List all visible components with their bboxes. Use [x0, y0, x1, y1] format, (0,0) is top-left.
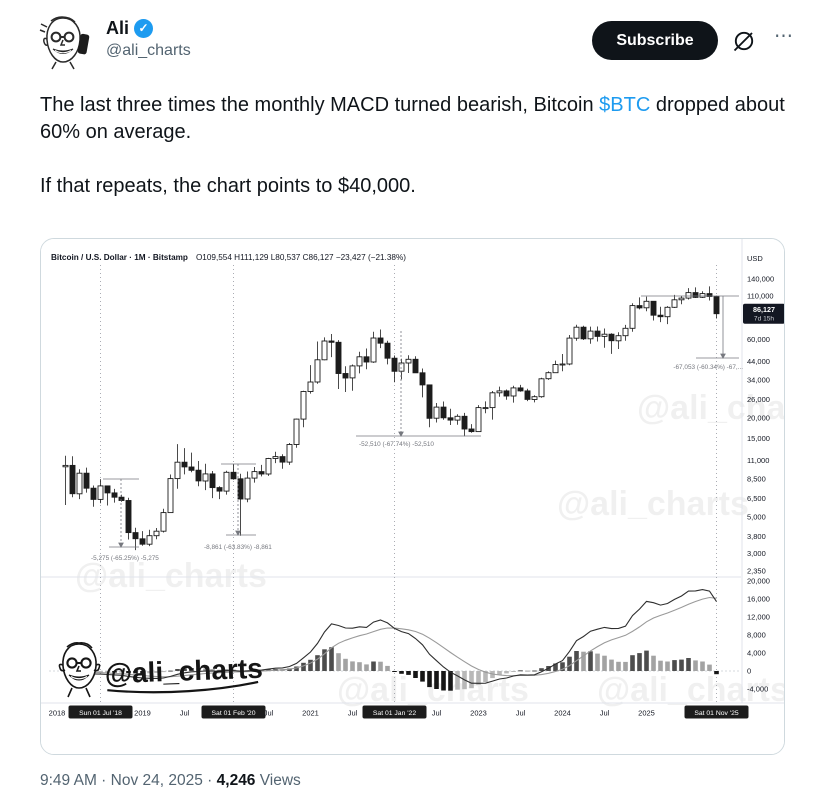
svg-text:2,350: 2,350 — [747, 567, 766, 576]
svg-text:12,000: 12,000 — [747, 613, 770, 622]
svg-text:-5,275 (-65.25%) -5,275: -5,275 (-65.25%) -5,275 — [91, 555, 159, 562]
svg-text:-67,053 (-60.34%) -67,...: -67,053 (-60.34%) -67,... — [673, 364, 743, 371]
subscribe-button[interactable]: Subscribe — [592, 21, 718, 60]
timestamp-row: 9:49 AM · Nov 24, 2025 · 4,246 Views — [40, 772, 301, 789]
svg-text:Sun 01 Jul '18: Sun 01 Jul '18 — [79, 710, 122, 717]
svg-text:8,500: 8,500 — [747, 475, 766, 484]
pane-separators — [41, 239, 784, 704]
svg-text:2024: 2024 — [554, 709, 571, 718]
time-axis: 2018 Sun 01 Jul '18 2019 Jul Sat 01 Feb '2… — [49, 705, 749, 719]
tweet-text: The last three times the monthly MACD tu… — [40, 92, 788, 227]
svg-text:Jul: Jul — [432, 709, 442, 718]
svg-text:7d 15h: 7d 15h — [754, 316, 775, 323]
svg-text:Sat 01 Jan '22: Sat 01 Jan '22 — [373, 710, 416, 717]
svg-text:34,000: 34,000 — [747, 376, 770, 385]
svg-text:Sat 01 Feb '20: Sat 01 Feb '20 — [212, 710, 256, 717]
svg-text:26,000: 26,000 — [747, 395, 770, 404]
avatar[interactable] — [36, 12, 94, 70]
svg-text:20,000: 20,000 — [747, 414, 770, 423]
svg-text:Jul: Jul — [180, 709, 190, 718]
candles-layer — [62, 286, 720, 551]
svg-text:@ali_charts: @ali_charts — [637, 389, 785, 427]
more-button[interactable]: ⋯ — [768, 24, 800, 49]
tweet-paragraph-1: The last three times the monthly MACD tu… — [40, 92, 788, 146]
svg-text:2023: 2023 — [470, 709, 487, 718]
svg-text:140,000: 140,000 — [747, 275, 774, 284]
svg-text:Jul: Jul — [348, 709, 358, 718]
chart-logo: @ali_charts — [58, 642, 263, 698]
svg-text:Jul: Jul — [600, 709, 610, 718]
svg-text:4,000: 4,000 — [747, 649, 766, 658]
svg-text:15,000: 15,000 — [747, 434, 770, 443]
svg-text:-8,861 (-63.83%) -8,861: -8,861 (-63.83%) -8,861 — [204, 544, 272, 551]
macd-lines — [65, 589, 717, 684]
svg-text:86,127: 86,127 — [753, 305, 775, 314]
grok-button[interactable] — [731, 28, 757, 54]
svg-text:3,800: 3,800 — [747, 532, 766, 541]
svg-text:8,000: 8,000 — [747, 631, 766, 640]
svg-text:-4,000: -4,000 — [747, 685, 768, 694]
svg-text:2025: 2025 — [638, 709, 655, 718]
svg-text:USD: USD — [747, 254, 763, 263]
grok-icon — [733, 31, 754, 52]
author-name[interactable]: Ali — [106, 18, 130, 38]
price-axis: USD 140,000 110,000 60,000 44,000 34,000 26,00… — [747, 254, 774, 694]
chart-title: Bitcoin / U.S. Dollar · 1M · Bitstamp O10… — [51, 253, 406, 262]
svg-text:Jul: Jul — [516, 709, 526, 718]
svg-text:@ali_charts: @ali_charts — [104, 653, 263, 689]
svg-text:Sat 01 Nov '25: Sat 01 Nov '25 — [694, 710, 739, 717]
views-label: Views — [255, 772, 301, 789]
svg-text:-52,510 (-67.74%) -52,510: -52,510 (-67.74%) -52,510 — [359, 441, 434, 448]
last-price-tag: 86,127 7d 15h — [743, 303, 784, 324]
svg-text:0: 0 — [747, 667, 751, 676]
svg-text:3,000: 3,000 — [747, 549, 766, 558]
svg-text:Jul: Jul — [264, 709, 274, 718]
phone-sketch-icon — [77, 33, 90, 55]
svg-text:5,000: 5,000 — [747, 513, 766, 522]
svg-text:60,000: 60,000 — [747, 335, 770, 344]
svg-text:16,000: 16,000 — [747, 595, 770, 604]
svg-text:2021: 2021 — [302, 709, 319, 718]
views-count: 4,246 — [216, 772, 256, 789]
tweet-text-before: The last three times the monthly MACD tu… — [40, 94, 600, 116]
svg-text:@ali_charts: @ali_charts — [75, 557, 267, 595]
svg-text:44,000: 44,000 — [747, 357, 770, 366]
svg-text:2018: 2018 — [49, 709, 66, 718]
author-handle[interactable]: @ali_charts — [106, 42, 191, 59]
verified-icon: ✓ — [134, 18, 154, 38]
tweet-paragraph-2: If that repeats, the chart points to $40… — [40, 175, 416, 197]
measurement-annotations: -5,275 (-65.25%) -5,275 -8,861 (-63.83%)… — [91, 295, 743, 562]
timestamp: 9:49 AM · Nov 24, 2025 — [40, 772, 203, 789]
svg-text:6,500: 6,500 — [747, 494, 766, 503]
svg-text:@ali_charts: @ali_charts — [557, 485, 749, 523]
chart-image[interactable]: @ali_charts @ali_charts @ali_charts @ali_ch… — [40, 238, 785, 755]
avatar-sketch-face-icon — [39, 16, 90, 70]
svg-text:2019: 2019 — [134, 709, 151, 718]
cashtag-link[interactable]: $BTC — [599, 94, 651, 116]
svg-text:20,000: 20,000 — [747, 577, 770, 586]
tweet-text-after: dropped about 60% on average. — [40, 94, 785, 143]
svg-text:11,000: 11,000 — [747, 456, 769, 465]
svg-text:110,000: 110,000 — [747, 292, 774, 301]
